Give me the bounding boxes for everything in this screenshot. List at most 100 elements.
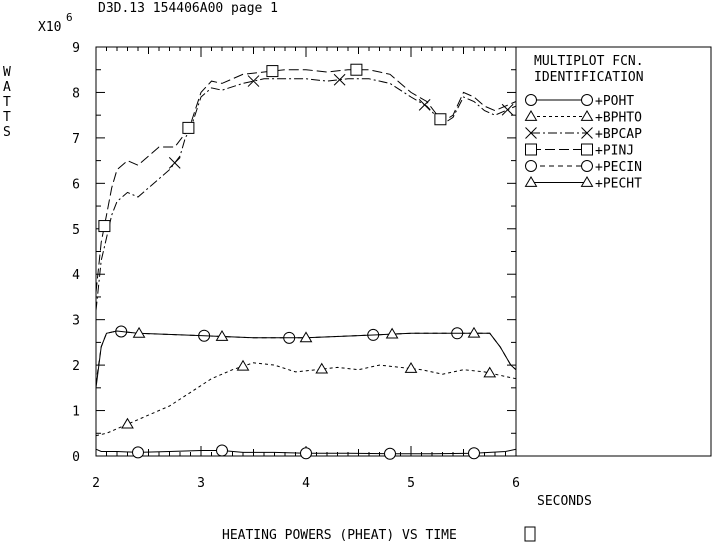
y-tick-label: 5 [72, 223, 80, 238]
legend-label: +POHT [595, 94, 634, 109]
y-tick-label: 1 [72, 405, 80, 420]
header-title: D3D.13 154406A00 page 1 [98, 1, 278, 16]
y-tick-label: 2 [72, 359, 80, 374]
x-tick-label: 4 [302, 476, 310, 491]
y-multiplier-exponent: 6 [66, 11, 73, 24]
data-marker [132, 446, 144, 459]
legend: +POHT +BPHTO+BPCAP +PINJ+PECIN +PECHT [524, 94, 642, 192]
series-bpcap [95, 73, 517, 311]
data-marker [168, 157, 181, 169]
y-tick-label: 7 [72, 132, 80, 147]
legend-label: +PECIN [595, 160, 642, 175]
data-marker [98, 220, 111, 233]
marker-stroke [525, 127, 537, 139]
legend-label: +PECHT [595, 177, 642, 192]
marker-stroke [168, 157, 181, 169]
y-tick-label: 3 [72, 314, 80, 329]
legend-marker [525, 94, 537, 106]
data-marker [315, 362, 329, 374]
legend-marker [525, 160, 537, 172]
data-marker [434, 113, 447, 126]
data-marker [404, 362, 418, 373]
y-axis-label-letter: T [3, 95, 11, 110]
y-tick-label: 6 [72, 177, 80, 192]
data-marker [215, 329, 229, 341]
plot-frame [95, 46, 517, 457]
y-axis-label-letter: W [3, 65, 11, 80]
series-layer [95, 63, 517, 460]
data-marker [121, 417, 134, 429]
data-marker [418, 99, 431, 111]
legend-label: +BPHTO [595, 111, 642, 126]
legend-entry: +POHT [525, 94, 634, 109]
legend-entry: +BPCAP [525, 127, 642, 142]
x-tick-label: 6 [512, 476, 520, 491]
y-multiplier: X10 [38, 20, 61, 35]
x-tick-label: 3 [197, 476, 205, 491]
y-axis-label-letter: T [3, 110, 11, 125]
series-line [95, 69, 517, 293]
legend-marker [580, 176, 594, 187]
marker-stroke [333, 73, 346, 86]
data-marker [216, 444, 228, 457]
data-marker [468, 447, 480, 460]
legend-label: +BPCAP [595, 127, 642, 142]
x-tick-label: 2 [92, 476, 100, 491]
legend-entry: +BPHTO [524, 110, 642, 126]
data-marker [182, 121, 195, 134]
legend-marker [581, 143, 593, 156]
data-marker [247, 75, 260, 87]
legend-marker [581, 94, 593, 106]
data-marker [299, 331, 313, 343]
series-line [95, 362, 517, 437]
y-axis-label-letter: A [3, 80, 11, 95]
y-tick-label: 9 [72, 41, 80, 56]
data-marker [300, 447, 312, 460]
y-tick-label: 0 [72, 450, 80, 465]
x-axis-label: SECONDS [537, 494, 592, 509]
marker-stroke [581, 127, 593, 139]
legend-marker [525, 143, 537, 156]
y-tick-label: 8 [72, 86, 80, 101]
y-tick-label: 4 [72, 268, 80, 283]
data-marker [467, 326, 481, 338]
data-marker [266, 65, 279, 78]
legend-marker [581, 160, 593, 172]
legend-marker [524, 176, 538, 187]
axis-ticks [95, 46, 517, 457]
x-tick-label: 5 [407, 476, 415, 491]
legend-marker [525, 127, 537, 139]
legend-heading-1: MULTIPLOT FCN. [534, 54, 644, 69]
series-line [95, 448, 517, 455]
chart-caption: HEATING POWERS (PHEAT) VS TIME [222, 528, 457, 543]
marker-stroke [501, 103, 514, 116]
axis-tick-labels: 2 3 4 5 6 0 1 2 3 4 5 6 7 8 9 [72, 41, 520, 491]
legend-marker [580, 110, 594, 121]
data-marker [483, 366, 497, 378]
legend-entry: +PECIN [525, 160, 642, 175]
series-bphto [95, 359, 517, 437]
data-marker [501, 103, 514, 116]
legend-marker [524, 110, 538, 121]
series-pinj [95, 63, 517, 293]
legend-entry: +PECHT [524, 176, 642, 192]
data-marker [333, 73, 346, 86]
series-poht [95, 444, 517, 460]
data-marker [385, 327, 399, 339]
data-marker [350, 63, 363, 76]
data-marker [236, 359, 250, 371]
marker-stroke [418, 99, 431, 111]
legend-marker [581, 127, 593, 139]
marker-stroke [247, 75, 260, 87]
legend-heading-2: IDENTIFICATION [534, 70, 644, 85]
series-line [95, 78, 517, 311]
legend-label: +PINJ [595, 144, 634, 159]
legend-entry: +PINJ [525, 143, 634, 159]
y-axis-label-letter: S [3, 125, 11, 140]
series-pecht [95, 326, 517, 388]
caption-cursor-box [524, 526, 536, 542]
data-marker [132, 326, 146, 338]
data-marker [384, 447, 396, 460]
